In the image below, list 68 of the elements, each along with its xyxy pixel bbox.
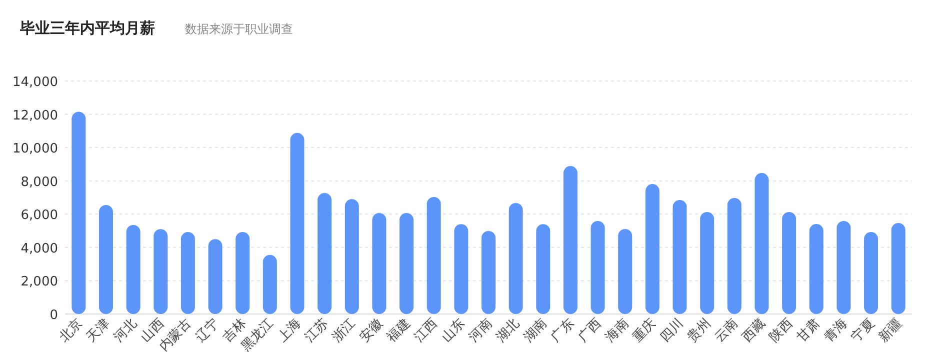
x-tick-label: 辽宁 bbox=[192, 316, 222, 346]
bar bbox=[208, 239, 222, 314]
x-tick-label: 北京 bbox=[56, 316, 86, 346]
x-tick-label: 湖南 bbox=[520, 316, 550, 346]
bar bbox=[891, 222, 906, 314]
y-tick-label: 0 bbox=[50, 308, 58, 323]
x-tick-label: 云南 bbox=[712, 316, 742, 346]
x-tick-label: 江西 bbox=[412, 316, 441, 346]
bar bbox=[836, 220, 851, 314]
bar bbox=[290, 132, 304, 314]
x-tick-label: 陕西 bbox=[766, 316, 796, 346]
y-tick-label: 2,000 bbox=[20, 274, 58, 290]
bar bbox=[400, 212, 414, 314]
bar bbox=[98, 204, 113, 314]
x-tick-label: 河南 bbox=[466, 316, 496, 346]
x-tick-label: 西藏 bbox=[740, 316, 769, 346]
bar bbox=[236, 232, 250, 314]
y-tick-label: 8,000 bbox=[20, 174, 58, 190]
x-tick-label: 广东 bbox=[548, 316, 578, 346]
bar bbox=[754, 173, 769, 314]
bar bbox=[864, 232, 878, 314]
x-tick-label: 河北 bbox=[111, 316, 140, 346]
y-tick-label: 14,000 bbox=[12, 75, 58, 90]
x-tick-label: 上海 bbox=[275, 316, 304, 346]
bar bbox=[454, 224, 468, 314]
bar bbox=[590, 220, 605, 314]
bar bbox=[563, 166, 578, 314]
x-tick-label: 甘肃 bbox=[794, 316, 824, 346]
x-tick-label: 安徽 bbox=[356, 316, 386, 346]
x-tick-label: 江苏 bbox=[302, 316, 332, 346]
x-tick-label: 山东 bbox=[439, 316, 468, 346]
y-tick-label: 6,000 bbox=[20, 208, 58, 224]
bar bbox=[727, 198, 742, 314]
bar bbox=[700, 212, 714, 314]
y-tick-label: 10,000 bbox=[12, 142, 58, 157]
bar bbox=[809, 224, 824, 314]
x-tick-label: 四川 bbox=[658, 316, 687, 346]
bar bbox=[126, 224, 140, 314]
y-tick-label: 4,000 bbox=[20, 241, 58, 256]
x-tick-label: 广西 bbox=[576, 316, 605, 346]
x-tick-label: 重庆 bbox=[630, 316, 660, 346]
bar bbox=[262, 254, 277, 314]
x-tick-label: 新疆 bbox=[876, 316, 906, 346]
bar bbox=[318, 193, 332, 314]
bar bbox=[782, 212, 796, 314]
x-tick-label: 浙江 bbox=[330, 316, 359, 346]
bar bbox=[536, 224, 550, 314]
bar bbox=[672, 200, 687, 314]
bar bbox=[618, 228, 632, 314]
x-tick-label: 湖北 bbox=[494, 316, 523, 346]
chart-subtitle: 数据来源于职业调查 bbox=[185, 22, 293, 36]
bar bbox=[645, 184, 660, 314]
y-tick-label: 12,000 bbox=[12, 108, 58, 124]
bar bbox=[344, 199, 359, 314]
x-tick-label: 天津 bbox=[84, 316, 113, 346]
bar bbox=[508, 202, 523, 314]
bar bbox=[372, 212, 386, 314]
bar bbox=[482, 230, 496, 314]
bar bbox=[72, 112, 86, 314]
x-tick-label: 福建 bbox=[384, 316, 414, 346]
bar bbox=[180, 232, 195, 314]
x-tick-label: 宁夏 bbox=[848, 316, 878, 346]
x-tick-label: 青海 bbox=[822, 316, 851, 346]
x-tick-label: 海南 bbox=[602, 316, 632, 346]
chart-title: 毕业三年内平均月薪 bbox=[19, 19, 155, 37]
bar bbox=[426, 197, 441, 314]
bar bbox=[154, 229, 168, 314]
x-tick-label: 贵州 bbox=[684, 316, 714, 346]
